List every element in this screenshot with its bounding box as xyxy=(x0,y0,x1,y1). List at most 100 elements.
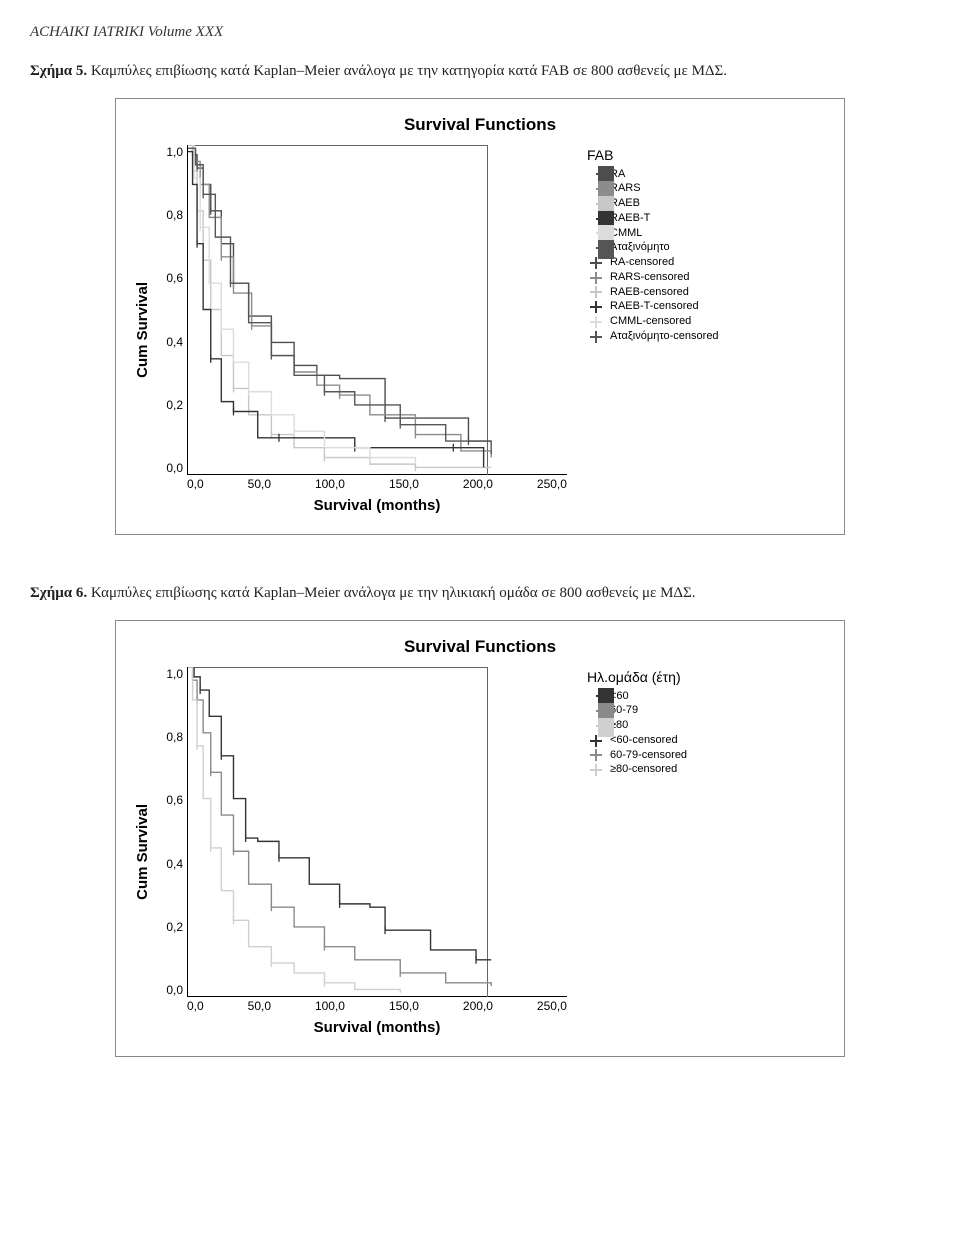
legend-label: RAEB-T xyxy=(610,212,650,226)
tick-label: 150,0 xyxy=(389,477,419,491)
censored-marker-icon xyxy=(587,316,605,328)
censored-marker-icon xyxy=(587,331,605,343)
tick-label: 0,0 xyxy=(187,477,204,491)
legend-item: RARS-censored xyxy=(587,271,737,285)
legend-label: Αταξινόμητο-censored xyxy=(610,330,719,344)
legend-label: Αταξινόμητο xyxy=(610,241,670,255)
journal-header: ACHAIKI IATRIKI Volume XXX xyxy=(30,24,930,41)
figure6-caption-text: Καμπύλες επιβίωσης κατά Kaplan–Meier ανά… xyxy=(91,585,696,601)
legend-item: RARS xyxy=(587,182,737,196)
tick-label: 0,6 xyxy=(155,793,183,807)
tick-label: 200,0 xyxy=(463,999,493,1013)
series-line-icon xyxy=(587,692,605,700)
legend-item: <60-censored xyxy=(587,734,737,748)
series-line-icon xyxy=(587,170,605,178)
legend-item: 60-79 xyxy=(587,704,737,718)
series-line-icon xyxy=(587,185,605,193)
censored-marker-icon xyxy=(587,286,605,298)
chart6-legend: Ηλ.ομάδα (έτη) <6060-79≥80<60-censored60… xyxy=(587,669,737,778)
legend-item: RA-censored xyxy=(587,256,737,270)
tick-label: 250,0 xyxy=(537,477,567,491)
legend-label: 60-79 xyxy=(610,704,638,718)
tick-label: 0,4 xyxy=(155,857,183,871)
survival-curve xyxy=(188,145,567,474)
chart5-title: Survival Functions xyxy=(134,115,826,135)
survival-curve xyxy=(188,667,567,996)
tick-label: 1,0 xyxy=(155,145,183,159)
tick-label: 0,2 xyxy=(155,920,183,934)
legend-label: RAEB-censored xyxy=(610,286,689,300)
legend-item: Αταξινόμητο-censored xyxy=(587,330,737,344)
tick-label: 0,0 xyxy=(155,983,183,997)
legend-label: RARS xyxy=(610,182,641,196)
figure6-label: Σχήμα 6. xyxy=(30,585,87,601)
series-line-icon xyxy=(587,707,605,715)
figure5-caption-text: Καμπύλες επιβίωσης κατά Kaplan–Meier ανά… xyxy=(91,63,727,79)
series-line-icon xyxy=(587,200,605,208)
chart6-box: Survival Functions Cum Survival 1,00,80,… xyxy=(115,620,845,1057)
tick-label: 200,0 xyxy=(463,477,493,491)
legend-item: RAEB-T xyxy=(587,212,737,226)
legend-item: RA xyxy=(587,168,737,182)
chart5-legend: FAB RARARSRAEBRAEB-TCMMLΑταξινόμητοRA-ce… xyxy=(587,147,737,345)
censored-marker-icon xyxy=(587,272,605,284)
legend-label: CMML xyxy=(610,227,642,241)
tick-label: 0,6 xyxy=(155,271,183,285)
legend-label: 60-79-censored xyxy=(610,749,687,763)
tick-label: 250,0 xyxy=(537,999,567,1013)
legend-label: CMML-censored xyxy=(610,315,691,329)
legend-item: RAEB-censored xyxy=(587,286,737,300)
legend-label: <60-censored xyxy=(610,734,678,748)
series-line-icon xyxy=(587,722,605,730)
tick-label: 0,0 xyxy=(155,461,183,475)
legend-item: CMML-censored xyxy=(587,315,737,329)
chart5-yticks: 1,0 0,8 0,6 0,4 0,2 0,0 xyxy=(155,145,183,475)
chart5-xlabel: Survival (months) xyxy=(187,497,567,514)
legend-label: RARS-censored xyxy=(610,271,689,285)
censored-marker-icon xyxy=(587,257,605,269)
series-line-icon xyxy=(587,215,605,223)
legend-label: RAEB xyxy=(610,197,640,211)
chart6-xticks: 0,050,0100,0150,0200,0250,0 xyxy=(187,999,567,1013)
tick-label: 50,0 xyxy=(248,477,271,491)
chart6-ylabel: Cum Survival xyxy=(134,804,151,900)
figure5-caption: Σχήμα 5. Καμπύλες επιβίωσης κατά Kaplan–… xyxy=(30,63,930,80)
chart5-legend-title: FAB xyxy=(587,147,737,165)
legend-item: ≥80-censored xyxy=(587,763,737,777)
chart5-plot-area xyxy=(187,145,567,475)
legend-item: ≥80 xyxy=(587,719,737,733)
censored-marker-icon xyxy=(587,301,605,313)
legend-label: <60 xyxy=(610,690,629,704)
series-line-icon xyxy=(587,244,605,252)
tick-label: 150,0 xyxy=(389,999,419,1013)
chart6-xlabel: Survival (months) xyxy=(187,1019,567,1036)
tick-label: 0,2 xyxy=(155,398,183,412)
legend-item: RAEB-T-censored xyxy=(587,300,737,314)
legend-label: ≥80-censored xyxy=(610,763,677,777)
chart5-xticks: 0,0 50,0 100,0 150,0 200,0 250,0 xyxy=(187,477,567,491)
censored-marker-icon xyxy=(587,749,605,761)
tick-label: 100,0 xyxy=(315,999,345,1013)
legend-label: ≥80 xyxy=(610,719,628,733)
chart6-legend-title: Ηλ.ομάδα (έτη) xyxy=(587,669,737,687)
legend-label: RA xyxy=(610,168,625,182)
figure6-caption: Σχήμα 6. Καμπύλες επιβίωσης κατά Kaplan–… xyxy=(30,585,930,602)
legend-item: RAEB xyxy=(587,197,737,211)
legend-item: Αταξινόμητο xyxy=(587,241,737,255)
chart5-box: Survival Functions Cum Survival 1,0 0,8 0,… xyxy=(115,98,845,535)
legend-item: <60 xyxy=(587,690,737,704)
figure5-label: Σχήμα 5. xyxy=(30,63,87,79)
legend-label: RA-censored xyxy=(610,256,674,270)
tick-label: 0,4 xyxy=(155,335,183,349)
series-line-icon xyxy=(587,229,605,237)
chart6-plot-area xyxy=(187,667,567,997)
tick-label: 1,0 xyxy=(155,667,183,681)
chart6-title: Survival Functions xyxy=(134,637,826,657)
legend-item: CMML xyxy=(587,227,737,241)
tick-label: 0,0 xyxy=(187,999,204,1013)
legend-item: 60-79-censored xyxy=(587,749,737,763)
chart5-ylabel: Cum Survival xyxy=(134,282,151,378)
tick-label: 100,0 xyxy=(315,477,345,491)
tick-label: 0,8 xyxy=(155,208,183,222)
legend-label: RAEB-T-censored xyxy=(610,300,699,314)
